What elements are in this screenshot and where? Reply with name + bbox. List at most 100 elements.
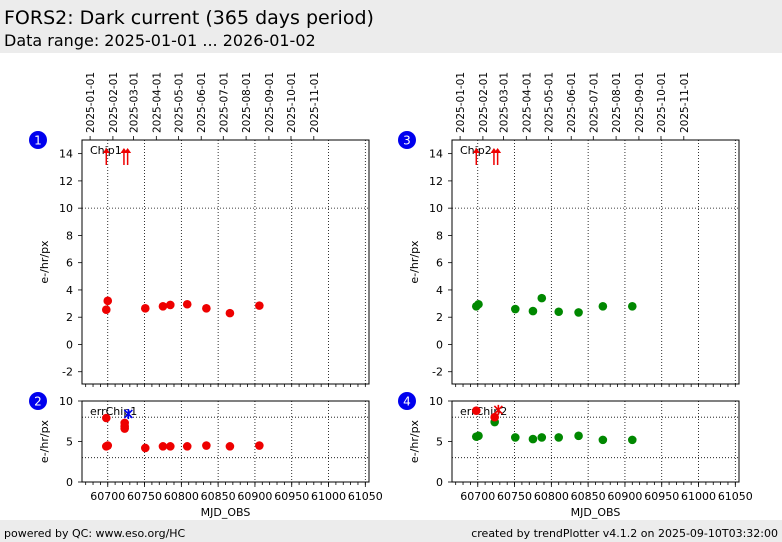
- chart1-point: [225, 308, 235, 318]
- chart4-xtick-label: 61000: [681, 490, 716, 503]
- chart4-point: [528, 434, 538, 444]
- chart4-point: [510, 433, 520, 442]
- chart1-point: [166, 300, 175, 310]
- chart1-date-label: 2025-03-01: [129, 72, 141, 133]
- chart1-ytick-label: 4: [66, 284, 73, 297]
- chart3-date-label: 2025-06-01: [566, 72, 578, 133]
- chart4-point: [537, 433, 547, 442]
- page-subtitle: Data range: 2025-01-01 ... 2026-01-02: [4, 31, 316, 50]
- chart2-xtick-label: 60850: [201, 490, 236, 503]
- chart3-date-label: 2025-02-01: [478, 72, 490, 133]
- chart2-xtick-label: 60750: [127, 490, 162, 503]
- chart4-ytick-label: 10: [429, 395, 443, 408]
- chart4-outlier-point: [490, 412, 499, 422]
- chart2-xtick-label: 61050: [348, 490, 383, 503]
- chart1-point: [103, 296, 113, 306]
- chart2-xlabel: MJD_OBS: [201, 506, 251, 519]
- chart1-ytick-label: 8: [66, 229, 73, 242]
- chart1-point: [101, 305, 111, 315]
- chart2-point: [158, 442, 168, 451]
- chart4-ytick-label: 5: [436, 436, 443, 449]
- chart1-ytick-label: 12: [59, 175, 73, 188]
- chart2-xtick-label: 60800: [164, 490, 199, 503]
- chart1-date-label: 2025-04-01: [151, 72, 163, 133]
- chart2-point: [202, 441, 211, 450]
- chart3-date-label: 2025-10-01: [656, 72, 668, 133]
- chart1-ytick-label: 6: [66, 257, 73, 270]
- chart3-badge: [398, 131, 416, 149]
- chart1-ytick-label: 2: [66, 311, 73, 324]
- chart1-point: [140, 304, 150, 313]
- chart1-ytick-label: -2: [62, 366, 73, 379]
- chart4-xtick-label: 60850: [571, 490, 606, 503]
- chart4-ytick-label: 0: [436, 476, 443, 489]
- chart2-point: [101, 413, 111, 423]
- chart3-ytick-label: 8: [436, 229, 443, 242]
- chart3-point: [537, 293, 547, 303]
- chart4-badge: [398, 392, 416, 410]
- chart3-ytick-label: 2: [436, 311, 443, 324]
- chart3-ytick-label: 14: [429, 148, 443, 161]
- chart2-point: [120, 424, 129, 433]
- chart2-badge: [29, 392, 47, 410]
- chart1-date-label: 2025-06-01: [196, 72, 208, 133]
- chart4-xtick-label: 60800: [534, 490, 569, 503]
- chart3-date-label: 2025-05-01: [543, 72, 555, 133]
- chart3-point: [554, 307, 564, 317]
- chart4-point: [598, 435, 608, 445]
- chart3-point: [627, 302, 637, 311]
- chart4-xtick-label: 60900: [607, 490, 642, 503]
- chart3-frame: [451, 139, 740, 385]
- chart1-date-label: 2025-02-01: [108, 72, 120, 133]
- chart3-ytick-label: -2: [432, 366, 443, 379]
- chart4-xtick-label: 61050: [718, 490, 753, 503]
- footer-bar: [0, 520, 782, 542]
- chart1-date-label: 2025-08-01: [241, 72, 253, 133]
- chart2-ytick-label: 10: [59, 395, 73, 408]
- chart2-xtick-label: 60950: [274, 490, 309, 503]
- chart2-xtick-label: 61000: [311, 490, 346, 503]
- chart1-date-label: 2025-05-01: [173, 72, 185, 133]
- chart4-point: [554, 433, 564, 442]
- chart2-series-label: errChip1: [90, 405, 137, 418]
- chart1-outlier-arrowhead: [102, 148, 110, 153]
- chart2-xtick-label: 60900: [237, 490, 272, 503]
- chart2-ylabel: e-/hr/px: [38, 419, 51, 463]
- chart3-point: [528, 306, 538, 316]
- chart1-ytick-label: 14: [59, 148, 73, 161]
- chart3-point: [474, 299, 483, 309]
- page-title: FORS2: Dark current (365 days period): [4, 7, 374, 29]
- header-bar: [0, 0, 782, 53]
- chart3-ytick-label: 12: [429, 175, 443, 188]
- chart4-point: [627, 435, 637, 445]
- chart2-xtick-label: 60700: [90, 490, 125, 503]
- chart3-badge-label: 3: [403, 134, 411, 148]
- chart3-outlier-arrowhead: [472, 148, 480, 153]
- chart2-point: [255, 441, 264, 450]
- chart2-point: [225, 442, 235, 451]
- chart4-point: [474, 431, 483, 441]
- chart1-date-label: 2025-10-01: [286, 72, 298, 133]
- chart3-point: [598, 302, 608, 311]
- chart3-outlier-arrowhead: [494, 148, 502, 153]
- chart3-date-label: 2025-08-01: [611, 72, 623, 133]
- footer-right: created by trendPlotter v4.1.2 on 2025-0…: [471, 527, 778, 540]
- chart3-date-label: 2025-03-01: [499, 72, 511, 133]
- chart4-xtick-label: 60700: [460, 490, 495, 503]
- chart1-date-label: 2025-11-01: [309, 72, 321, 133]
- chart4-last-point-marker: [493, 404, 503, 415]
- chart3-ytick-label: 10: [429, 202, 443, 215]
- chart3-date-label: 2025-07-01: [588, 72, 600, 133]
- chart3-date-label: 2025-04-01: [521, 72, 533, 133]
- chart3-date-label: 2025-09-01: [634, 72, 646, 133]
- chart3-ytick-label: 4: [436, 284, 443, 297]
- chart2-ytick-label: 0: [66, 476, 73, 489]
- chart2-badge-label: 2: [34, 395, 42, 409]
- chart4-xtick-label: 60950: [644, 490, 679, 503]
- chart1-date-label: 2025-07-01: [218, 72, 230, 133]
- chart4-ylabel: e-/hr/px: [408, 419, 421, 463]
- chart3-ytick-label: 0: [436, 338, 443, 351]
- chart4-xtick-label: 60750: [497, 490, 532, 503]
- footer-left: powered by QC: www.eso.org/HC: [4, 527, 186, 540]
